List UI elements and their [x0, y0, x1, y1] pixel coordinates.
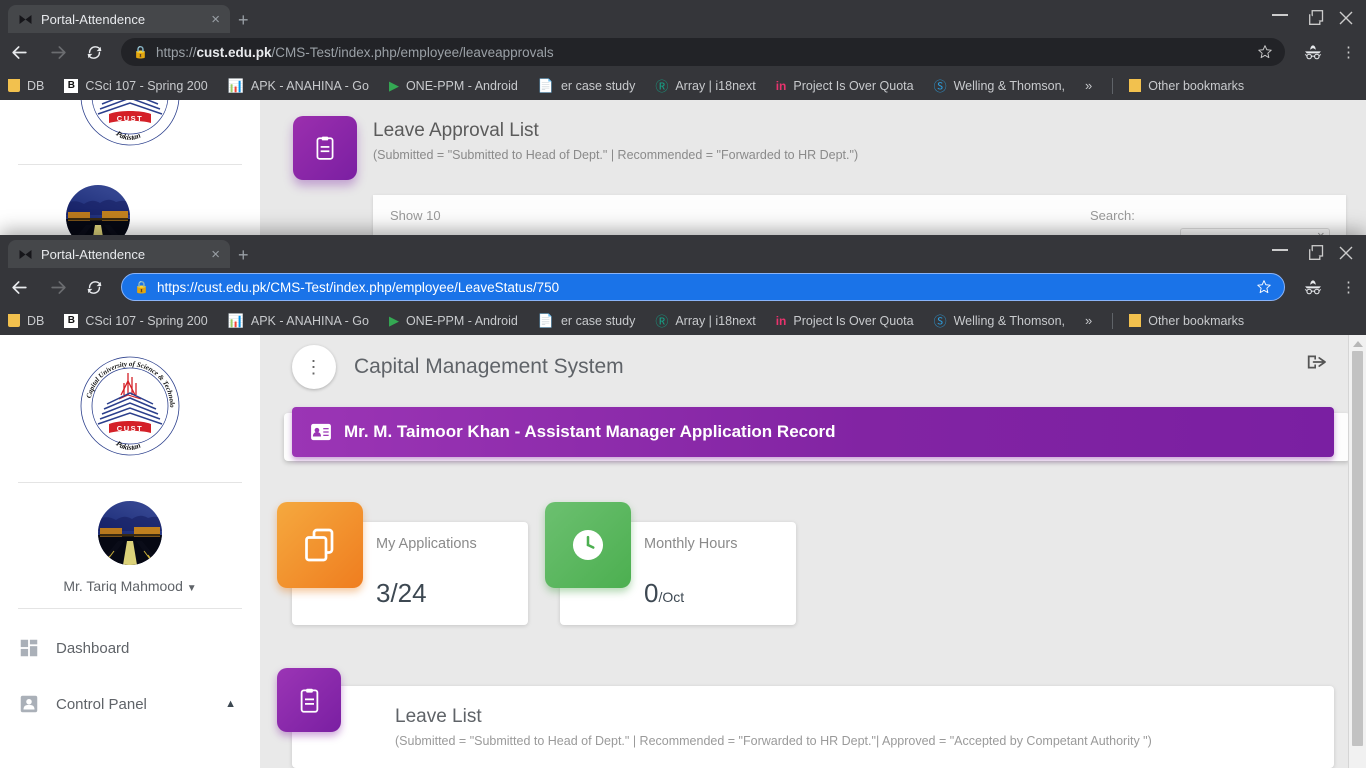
- svg-text:CUST: CUST: [117, 114, 143, 123]
- svg-text:CUST: CUST: [117, 424, 143, 433]
